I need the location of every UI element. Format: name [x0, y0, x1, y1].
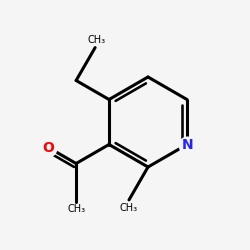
Text: CH₃: CH₃ — [67, 204, 85, 214]
Text: CH₃: CH₃ — [87, 34, 105, 44]
Text: CH₃: CH₃ — [120, 203, 138, 213]
Text: N: N — [182, 138, 194, 151]
Text: O: O — [42, 140, 54, 154]
